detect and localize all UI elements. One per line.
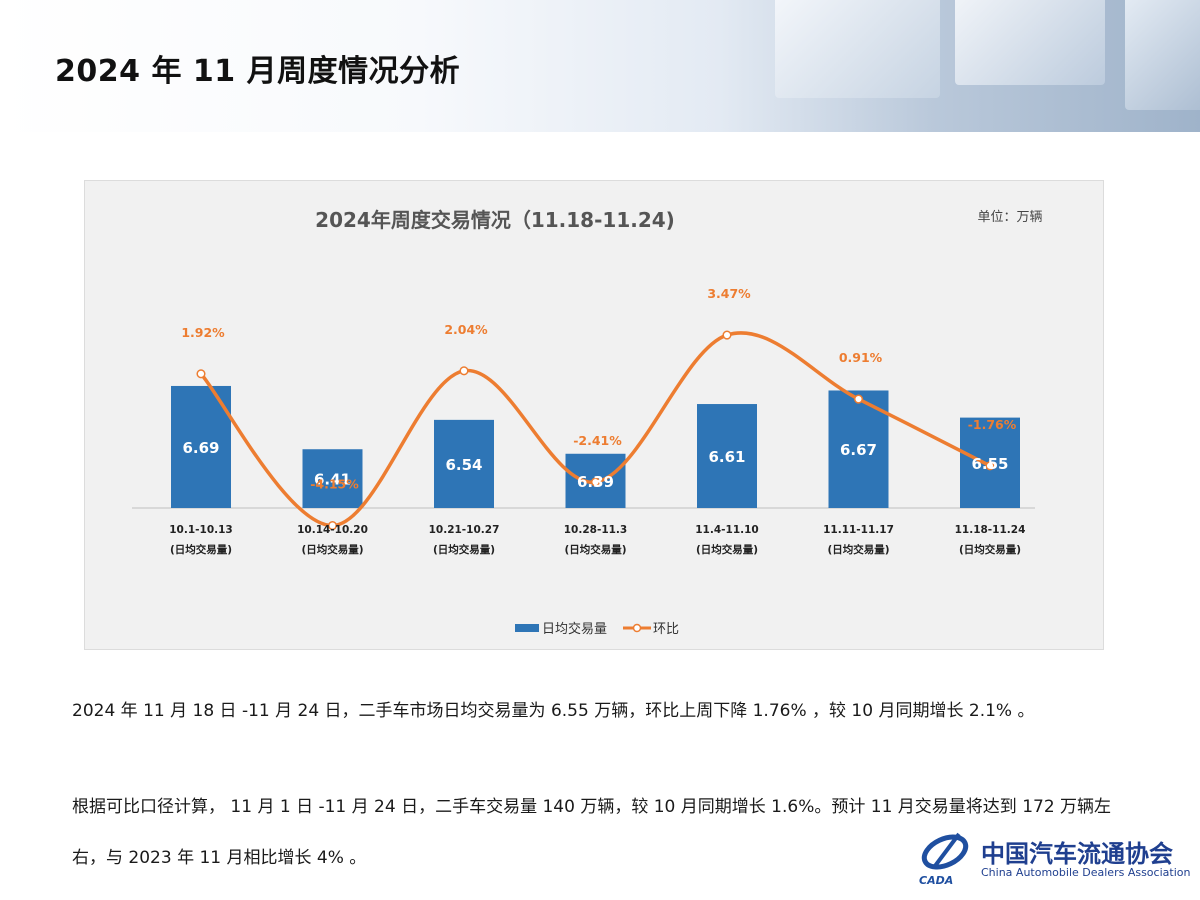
- mom-point: [327, 521, 338, 531]
- cada-emblem-icon: CADA: [919, 832, 969, 887]
- logo-name-en: China Automobile Dealers Association: [981, 866, 1191, 879]
- x-tick-sublabel: (日均交易量): [433, 543, 495, 556]
- mom-point: [722, 330, 732, 340]
- logo-abbr: CADA: [919, 874, 953, 887]
- legend-line-marker: [632, 623, 642, 633]
- chart-unit: 单位：万辆: [977, 210, 1042, 225]
- decor-cube: [955, 0, 1105, 85]
- mom-data-label: 0.91%: [839, 350, 883, 365]
- bar-value-label: 6.54: [445, 456, 482, 474]
- bar: [302, 449, 363, 508]
- decor-cube: [1125, 0, 1200, 110]
- x-tick-sublabel: (日均交易量): [696, 543, 758, 556]
- x-tick-label: 11.18-11.24: [955, 524, 1026, 536]
- mom-point: [196, 369, 206, 379]
- mom-point: [853, 394, 864, 404]
- x-tick-label: 10.14-10.20: [297, 524, 368, 536]
- header-banner: 2024 年 11 月周度情况分析: [0, 0, 1200, 132]
- cada-logo: CADA 中国汽车流通协会 China Automobile Dealers A…: [915, 828, 1195, 888]
- legend-bar-label: 日均交易量: [542, 621, 607, 637]
- mom-data-label: -4.15%: [310, 477, 359, 492]
- mom-data-label: 2.04%: [444, 322, 488, 337]
- mom-data-label: 3.47%: [707, 286, 751, 301]
- x-tick-label: 10.21-10.27: [429, 524, 500, 536]
- paragraph-2: 根据可比口径计算， 11 月 1 日 -11 月 24 日，二手车交易量 140…: [72, 797, 1112, 868]
- x-tick-label: 10.28-11.3: [564, 524, 627, 536]
- x-tick-label: 10.1-10.13: [169, 524, 232, 536]
- bar-value-label: 6.69: [182, 439, 219, 457]
- page-title: 2024 年 11 月周度情况分析: [55, 54, 461, 89]
- bar-value-label: 6.55: [971, 455, 1008, 473]
- bar-value-label: 6.67: [840, 441, 877, 459]
- paragraph-1: 2024 年 11 月 18 日 -11 月 24 日，二手车市场日均交易量为 …: [72, 701, 1035, 721]
- x-tick-sublabel: (日均交易量): [564, 543, 626, 556]
- legend-line-label: 环比: [653, 622, 679, 637]
- weekly-trade-chart: 2024年周度交易情况（11.18-11.24) 单位：万辆 6.69 10.1-…: [132, 208, 1043, 637]
- x-tick-sublabel: (日均交易量): [827, 543, 889, 556]
- bar-value-label: 6.41: [314, 471, 351, 489]
- bar: [434, 419, 494, 508]
- x-tick-label: 11.4-11.10: [695, 524, 758, 536]
- mom-data-label: -2.41%: [573, 433, 622, 448]
- mom-data-label: -1.76%: [968, 417, 1017, 432]
- mom-data-label: 1.92%: [181, 325, 225, 340]
- mom-point: [590, 477, 601, 487]
- decor-cube: [775, 0, 940, 98]
- chart-title: 2024年周度交易情况（11.18-11.24): [315, 208, 675, 232]
- x-tick-sublabel: (日均交易量): [170, 543, 232, 556]
- bar-value-label: 6.61: [708, 448, 745, 466]
- x-tick-label: 11.11-11.17: [823, 524, 894, 536]
- mom-point: [985, 461, 995, 471]
- bar: [697, 404, 757, 508]
- x-tick-sublabel: (日均交易量): [301, 543, 363, 556]
- bar: [171, 385, 231, 508]
- logo-name-cn: 中国汽车流通协会: [981, 839, 1173, 868]
- bar-value-label: 6.39: [577, 473, 614, 491]
- chart-frame: 2024年周度交易情况（11.18-11.24) 单位：万辆 6.69 10.1-…: [84, 180, 1104, 650]
- legend-bar-swatch: [515, 624, 539, 632]
- mom-point: [459, 366, 469, 376]
- x-tick-sublabel: (日均交易量): [959, 543, 1021, 556]
